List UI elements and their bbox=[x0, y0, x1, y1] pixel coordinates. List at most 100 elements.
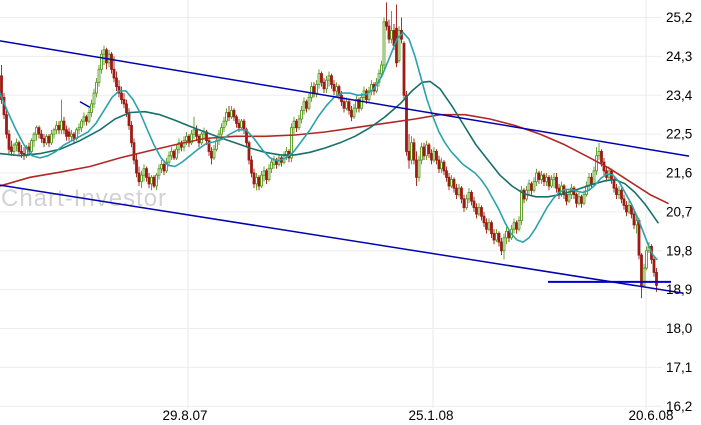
candle-up bbox=[142, 164, 146, 182]
candle-body bbox=[450, 179, 453, 187]
candle-down bbox=[37, 125, 41, 139]
candle-body bbox=[317, 73, 321, 85]
candle-body bbox=[325, 79, 328, 90]
candle-body bbox=[382, 21, 386, 66]
candle-down bbox=[10, 140, 13, 156]
candle-body bbox=[532, 181, 536, 191]
candle-body bbox=[162, 163, 166, 172]
candle-body bbox=[342, 101, 346, 109]
candle-body bbox=[410, 142, 413, 161]
candle-body bbox=[430, 153, 433, 161]
lower-channel-line[interactable] bbox=[0, 184, 684, 294]
candle-body bbox=[17, 142, 21, 152]
candle-down bbox=[622, 194, 626, 210]
candle-body bbox=[240, 120, 243, 129]
candle-body bbox=[437, 159, 441, 170]
candle-up bbox=[487, 218, 491, 232]
price-axis-label: 19,8 bbox=[666, 243, 692, 258]
candle-body bbox=[552, 176, 556, 180]
candle-body bbox=[250, 159, 253, 174]
candle-body bbox=[7, 133, 11, 150]
candle-body bbox=[485, 222, 488, 230]
candle-up bbox=[52, 127, 56, 139]
candle-down bbox=[430, 149, 433, 165]
candle-body bbox=[332, 84, 336, 92]
candle-body bbox=[102, 49, 106, 55]
candle-body bbox=[52, 129, 56, 135]
candle-body bbox=[357, 99, 361, 109]
candle-body bbox=[457, 187, 461, 196]
upper-channel-line[interactable] bbox=[0, 40, 690, 157]
ma-fast bbox=[0, 31, 658, 261]
candle-down bbox=[402, 41, 406, 100]
candlestick-series bbox=[0, 2, 658, 299]
candle-body bbox=[537, 172, 541, 180]
candle-body bbox=[160, 163, 163, 170]
candle-body bbox=[577, 196, 581, 204]
candle-body bbox=[252, 172, 256, 185]
candle-down bbox=[405, 90, 408, 156]
candle-body bbox=[540, 174, 543, 180]
candle-down bbox=[400, 17, 403, 44]
candle-body bbox=[330, 75, 333, 85]
candle-body bbox=[447, 176, 451, 187]
candle-body bbox=[265, 170, 268, 180]
candle-body bbox=[110, 53, 113, 70]
candle-down bbox=[57, 121, 61, 135]
candle-body bbox=[142, 168, 146, 176]
candle-body bbox=[487, 222, 491, 230]
candle-body bbox=[295, 120, 298, 129]
candle-body bbox=[50, 133, 53, 144]
trendlines[interactable] bbox=[0, 40, 690, 294]
candle-body bbox=[520, 189, 523, 221]
candle-down bbox=[625, 201, 628, 217]
candle-up bbox=[635, 216, 638, 234]
candle-body bbox=[475, 207, 478, 215]
candle-body bbox=[302, 101, 306, 111]
candle-up bbox=[310, 82, 313, 102]
trendline-handle-dash[interactable] bbox=[79, 101, 91, 109]
candle-body bbox=[580, 196, 583, 204]
date-axis-labels: 29.8.07 25.1.08 20.6.08 bbox=[162, 408, 673, 423]
candle-body bbox=[212, 148, 216, 159]
candle-body bbox=[465, 198, 468, 209]
candle-body bbox=[297, 118, 301, 129]
candle-body bbox=[497, 233, 501, 243]
candle-body bbox=[440, 161, 443, 170]
candle-body bbox=[627, 204, 631, 213]
candle-body bbox=[35, 127, 38, 135]
candle-body bbox=[267, 168, 271, 180]
candle-body bbox=[15, 142, 18, 146]
candle-up bbox=[190, 129, 193, 145]
candle-body bbox=[617, 189, 621, 196]
candle-up bbox=[50, 129, 53, 145]
candle-body bbox=[80, 120, 83, 129]
candle-up bbox=[157, 164, 161, 180]
candle-up bbox=[317, 69, 321, 89]
candle-body bbox=[232, 109, 236, 118]
candle-body bbox=[590, 176, 593, 185]
candle-down bbox=[172, 149, 176, 161]
candle-body bbox=[542, 174, 546, 183]
candle-body bbox=[482, 215, 486, 224]
candle-up bbox=[410, 136, 413, 165]
candle-down bbox=[280, 155, 283, 167]
price-axis-label: 23,4 bbox=[666, 88, 693, 103]
candle-body bbox=[620, 189, 623, 200]
candle-down bbox=[332, 80, 336, 96]
candle-up bbox=[465, 194, 468, 210]
candle-up bbox=[77, 123, 81, 135]
candle-body bbox=[55, 125, 58, 131]
candle-body bbox=[310, 86, 313, 98]
candle-down bbox=[187, 134, 191, 148]
candle-body bbox=[582, 194, 586, 204]
candle-up bbox=[95, 77, 98, 98]
candle-up bbox=[222, 116, 226, 132]
candle-down bbox=[210, 147, 213, 165]
candle-body bbox=[235, 116, 238, 124]
candle-body bbox=[262, 170, 266, 176]
candle-body bbox=[412, 142, 416, 161]
candle-down bbox=[147, 173, 151, 189]
price-axis-label: 24,3 bbox=[666, 49, 692, 64]
